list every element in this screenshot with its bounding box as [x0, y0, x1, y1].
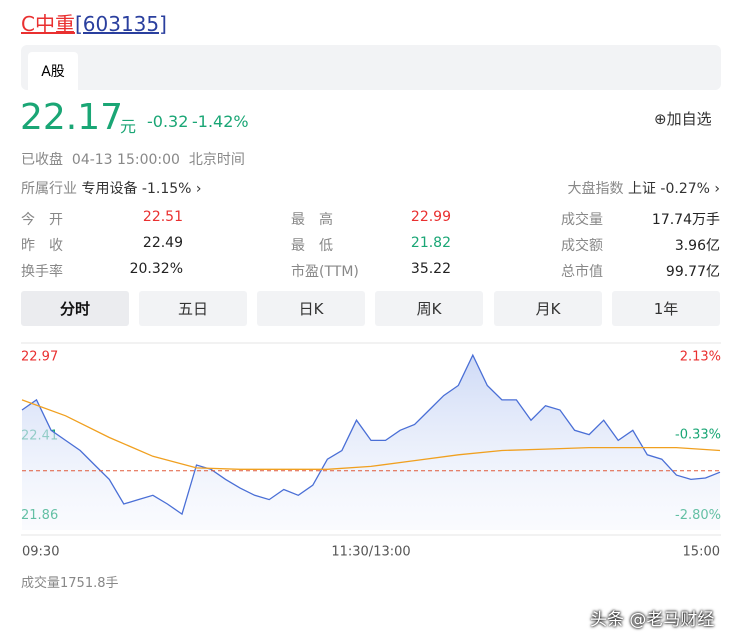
stat-value: 21.82 — [410, 235, 451, 251]
stat-value: 17.74万手 — [651, 212, 720, 228]
volume-label: 成交量1751.8手 — [21, 576, 119, 591]
industry-name[interactable]: 专用设备 — [81, 181, 138, 197]
market-bar — [21, 45, 721, 90]
price: 22.17 — [20, 97, 124, 138]
price-line — [21, 353, 721, 516]
index-name[interactable]: 上证 — [627, 181, 656, 197]
x-tick-label: 11:30/13:00 — [331, 545, 410, 560]
period-tab[interactable]: 周K — [375, 291, 483, 326]
y2-tick-label: 2.13% — [680, 350, 721, 365]
timezone: 北京时间 — [188, 152, 245, 168]
stat-label: 昨 收 — [21, 238, 63, 254]
watermark: 头条 @老马财经 — [590, 610, 715, 630]
add-text[interactable]: 加自选 — [666, 110, 712, 128]
period-tab[interactable]: 分时 — [21, 291, 129, 326]
stock-code[interactable]: [603135] — [74, 12, 167, 36]
stat-label: 成交额 — [561, 238, 603, 254]
stat-label: 总市值 — [561, 264, 603, 280]
index[interactable]: 大盘指数 上证 -0.27% › — [567, 181, 721, 197]
stat-value: 22.49 — [142, 235, 183, 251]
stat-value: 35.22 — [410, 261, 451, 277]
stat-value: 20.32% — [129, 261, 183, 277]
stat-label: 最 高 — [291, 212, 333, 228]
stat-label: 成交量 — [561, 212, 603, 228]
industry-change: -1.15% — [141, 181, 192, 197]
industry[interactable]: 所属行业 专用设备 -1.15% › — [21, 181, 202, 197]
period-tab[interactable]: 月K — [494, 291, 602, 326]
price-change-pct: -1.42% — [192, 112, 249, 131]
x-tick-label: 09:30 — [22, 545, 59, 560]
stat-value: 22.51 — [142, 209, 183, 225]
stat-value: 3.96亿 — [674, 238, 720, 254]
stat-value: 22.99 — [410, 209, 451, 225]
status-line: 已收盘 04-13 15:00:00 北京时间 — [21, 149, 245, 169]
market-tab[interactable]: A股 — [28, 52, 78, 90]
time: 04-13 15:00:00 — [71, 152, 180, 168]
add-watchlist[interactable]: ⊕加自选 — [654, 110, 712, 128]
y-tick-label: 22.97 — [21, 350, 58, 365]
stock-name[interactable]: C中重 — [21, 12, 75, 36]
stat-label: 市盈(TTM) — [291, 264, 359, 280]
period-tab[interactable]: 五日 — [139, 291, 247, 326]
index-label: 大盘指数 — [567, 181, 624, 197]
y2-tick-label: -0.33% — [675, 428, 721, 443]
stat-label: 换手率 — [21, 264, 63, 280]
stock-title[interactable]: C中重[603135] — [21, 8, 167, 37]
price-unit: 元 — [120, 117, 137, 136]
stat-label: 最 低 — [291, 238, 333, 254]
intraday-chart: 22.9722.4121.862.13%-0.33%-2.80%09:3011:… — [21, 342, 721, 560]
industry-label: 所属行业 — [21, 181, 77, 197]
period-tab[interactable]: 1年 — [612, 291, 720, 326]
x-tick-label: 15:00 — [683, 545, 720, 560]
index-change: -0.27% — [660, 181, 710, 197]
period-tab[interactable]: 日K — [257, 291, 365, 326]
average-line — [21, 399, 721, 470]
price-area — [22, 355, 720, 530]
status: 已收盘 — [21, 152, 63, 168]
stat-label: 今 开 — [21, 212, 63, 228]
stat-value: 99.77亿 — [665, 264, 720, 280]
price-change: -0.32 — [147, 112, 189, 131]
